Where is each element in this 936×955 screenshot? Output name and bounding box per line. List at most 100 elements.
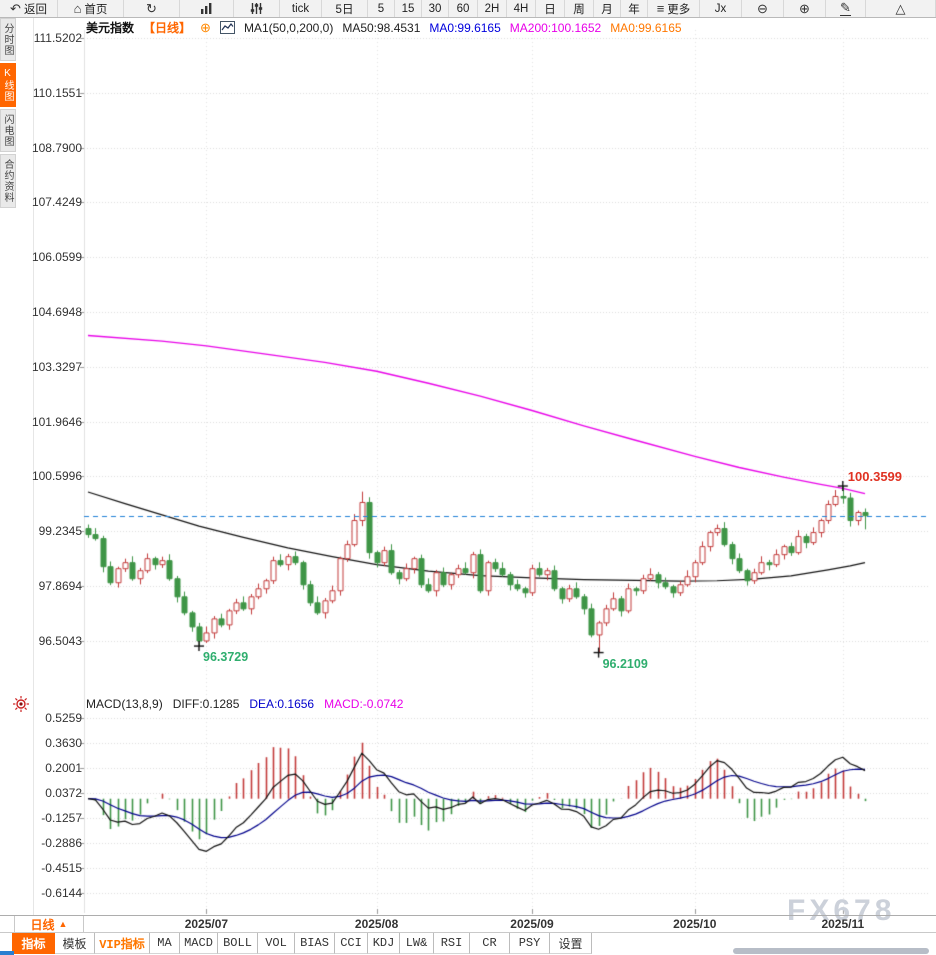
macd-header: MACD(13,8,9) DIFF:0.1285 DEA:0.1656 MACD… <box>86 697 403 711</box>
toolbar-interval-5m-label: 5 <box>377 2 385 15</box>
toolbar-shapes-button[interactable]: △ <box>866 0 936 17</box>
toolbar-back-button[interactable]: ↶ 返回 <box>0 0 58 17</box>
ma200-value: MA200:100.1652 <box>509 20 602 35</box>
period-selector-arrow-icon: ▲ <box>58 919 68 929</box>
price-axis-label: 110.1551 <box>32 85 82 100</box>
toolbar-formula-button[interactable]: Jx <box>700 0 742 17</box>
price-axis-label: 99.2345 <box>38 524 82 539</box>
toolbar-interval-tick-button[interactable]: tick <box>280 0 322 17</box>
macd-axis-label: 0.2001 <box>45 761 82 775</box>
chart-type-sidebar: 分时图 K线图闪电图合约资料 <box>0 18 17 210</box>
toolbar-home-label: 首页 <box>84 3 108 16</box>
toolbar-interval-year-button[interactable]: 年 <box>621 0 648 17</box>
indicator-tab-MACD[interactable]: MACD <box>180 933 218 954</box>
bar-chart-icon <box>200 3 213 14</box>
toolbar-interval-5m-button[interactable]: 5 <box>368 0 395 17</box>
horizontal-scrollbar[interactable] <box>733 948 929 954</box>
july-low-label: 96.3729 <box>203 650 249 665</box>
indicator-tab-VOL[interactable]: VOL <box>258 933 295 954</box>
ma0-value-blue: MA0:99.6165 <box>429 20 501 35</box>
price-axis-label: 100.5996 <box>31 469 82 484</box>
toolbar-more-label: 更多 <box>667 3 691 16</box>
toolbar-interval-15m-button[interactable]: 15 <box>395 0 422 17</box>
toolbar-interval-60m-label: 60 <box>456 2 470 15</box>
indicator-tab-CR[interactable]: CR <box>470 933 510 954</box>
toolbar-interval-4h-button[interactable]: 4H <box>507 0 536 17</box>
top-toolbar: ↶ 返回 ⌂ 首页 ↻ tick 5日 5 15 30 60 2H 4H 日周月年 ≡ 更多 Jx ⊖ ⊕ ✎ △ <box>0 0 936 18</box>
toolbar-draw-button[interactable]: ✎ <box>826 0 866 17</box>
toolbar-interval-year-label: 年 <box>628 3 640 16</box>
toolbar-zoom-in-button[interactable]: ⊕ <box>784 0 826 17</box>
indicator-tab-指标[interactable]: 指标 <box>12 933 55 954</box>
price-axis-label: 106.0599 <box>31 250 82 265</box>
macd-axis-label: -0.6144 <box>41 886 82 900</box>
indicator-tab-CCI[interactable]: CCI <box>335 933 368 954</box>
pencil-icon: ✎ <box>840 0 851 16</box>
september-low-label: 96.2109 <box>602 656 648 671</box>
price-axis-label: 101.9646 <box>31 414 82 429</box>
zoom-in-icon: ⊕ <box>799 0 810 16</box>
toolbar-interval-30m-button[interactable]: 30 <box>422 0 449 17</box>
indicator-tab-RSI[interactable]: RSI <box>434 933 470 954</box>
toolbar-interval-2h-label: 2H <box>484 2 500 15</box>
ma-settings-label: MA1(50,0,200,0) <box>243 20 334 35</box>
toolbar-interval-day-button[interactable]: 日 <box>536 0 565 17</box>
indicator-tab-模板[interactable]: 模板 <box>55 933 95 954</box>
indicator-tab-PSY[interactable]: PSY <box>510 933 550 954</box>
scroll-corner <box>0 951 14 955</box>
toolbar-interval-60m-button[interactable]: 60 <box>449 0 478 17</box>
toolbar-zoom-out-button[interactable]: ⊖ <box>742 0 784 17</box>
macd-formula: MACD(13,8,9) <box>86 697 163 711</box>
period-selector[interactable]: 日线 ▲ <box>14 916 84 932</box>
sidebar-tab-lightning-chart[interactable]: 闪电图 <box>0 109 16 152</box>
ma-chart-icon[interactable] <box>219 21 235 34</box>
toolbar-interval-2h-button[interactable]: 2H <box>478 0 507 17</box>
macd-diff-value: DIFF:0.1285 <box>172 697 240 711</box>
toolbar-interval-5d-label: 5日 <box>335 3 354 16</box>
toolbar-refresh-button[interactable]: ↻ <box>124 0 180 17</box>
watermark: FX678 <box>787 894 896 927</box>
x-axis-month-label: 2025/10 <box>673 917 717 931</box>
toolbar-back-label: 返回 <box>23 3 47 16</box>
sidebar-tab-contract-info[interactable]: 合约资料 <box>0 154 16 208</box>
price-axis-label: 96.5043 <box>38 633 82 648</box>
chart-title-row: 美元指数 【日线】 ⊕ MA1(50,0,200,0) MA50:98.4531… <box>86 19 682 36</box>
toolbar-interval-week-button[interactable]: 周 <box>565 0 594 17</box>
toolbar-more-button[interactable]: ≡ 更多 <box>648 0 700 17</box>
sidebar-tab-time-chart[interactable]: 分时图 <box>0 18 16 61</box>
indicator-tab-BOLL[interactable]: BOLL <box>218 933 258 954</box>
toolbar-formula-label: Jx <box>714 2 727 15</box>
x-axis-month-label: 2025/09 <box>510 917 554 931</box>
panel-divider <box>33 18 34 915</box>
back-arrow-icon: ↶ <box>10 0 21 16</box>
indicator-tab-LW&[interactable]: LW& <box>400 933 434 954</box>
macd-dea-value: DEA:0.1656 <box>249 697 315 711</box>
period-label: 【日线】 <box>143 21 192 35</box>
x-axis-month-label: 2025/11 <box>821 917 865 931</box>
toolbar-interval-tick-label: tick <box>291 2 310 15</box>
indicator-tab-BIAS[interactable]: BIAS <box>295 933 335 954</box>
toolbar-chart-style-button[interactable] <box>180 0 234 17</box>
macd-axis-label: 0.0372 <box>45 786 82 800</box>
toolbar-interval-4h-label: 4H <box>513 2 529 15</box>
x-axis-row: 日线 ▲ 2025/07 2025/08 2025/09 2025/10 2025/11 <box>0 915 936 933</box>
zoom-out-icon: ⊖ <box>757 0 768 16</box>
home-icon: ⌂ <box>73 0 82 16</box>
indicator-tab-VIP指标[interactable]: VIP指标 <box>95 933 150 954</box>
x-axis-month-label: 2025/08 <box>354 917 399 931</box>
indicator-tab-设置[interactable]: 设置 <box>550 933 592 954</box>
toolbar-home-button[interactable]: ⌂ 首页 <box>58 0 124 17</box>
toolbar-interval-month-button[interactable]: 月 <box>594 0 621 17</box>
macd-axis-label: 0.3630 <box>45 736 82 750</box>
toolbar-indicator-params-button[interactable] <box>234 0 280 17</box>
indicator-tab-MA[interactable]: MA <box>150 933 180 954</box>
macd-axis-label: -0.2886 <box>41 836 82 850</box>
toolbar-interval-5d-button[interactable]: 5日 <box>322 0 368 17</box>
sidebar-tab-kline-chart[interactable]: K线图 <box>0 63 16 107</box>
add-indicator-icon[interactable]: ⊕ <box>200 19 211 35</box>
indicator-tab-bar: 指标 模板 VIP指标 MA MACD BOLL VOL BIAS CCI KDJ LW& RSI CR… <box>0 933 936 954</box>
indicator-settings-icon[interactable] <box>12 695 30 718</box>
price-axis-label: 111.5202 <box>33 31 82 45</box>
indicator-tab-KDJ[interactable]: KDJ <box>368 933 400 954</box>
